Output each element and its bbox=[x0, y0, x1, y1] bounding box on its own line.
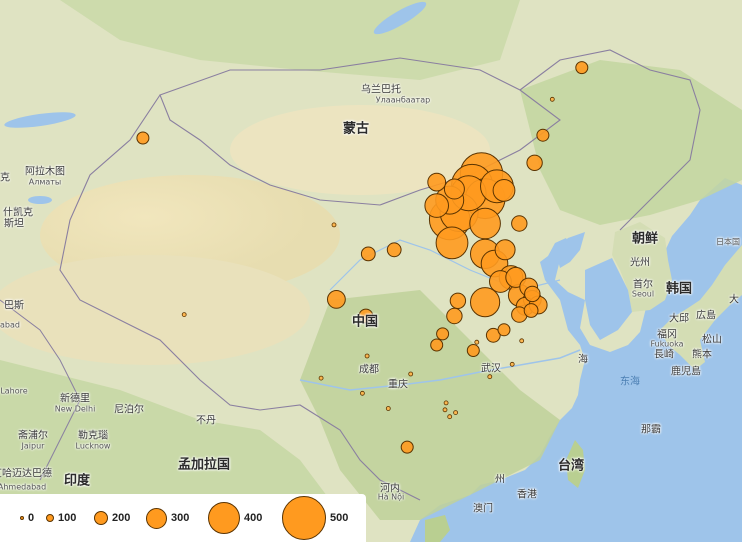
border-china-west bbox=[59, 94, 421, 501]
legend-dot-400 bbox=[208, 502, 240, 534]
legend-label-300: 300 bbox=[171, 512, 190, 524]
land-korea bbox=[612, 222, 672, 312]
legend-dot-200 bbox=[94, 511, 108, 525]
bubble-marker[interactable] bbox=[447, 414, 453, 420]
bubble-marker[interactable] bbox=[485, 327, 501, 343]
bubble-marker[interactable] bbox=[359, 390, 365, 396]
bubble-marker[interactable] bbox=[435, 226, 469, 260]
bubble-marker[interactable] bbox=[318, 375, 324, 381]
bubble-marker[interactable] bbox=[364, 353, 370, 359]
bubble-marker[interactable] bbox=[536, 128, 550, 142]
desert-tibet bbox=[0, 255, 310, 365]
bubble-marker[interactable] bbox=[523, 303, 539, 318]
lake-balkhash bbox=[4, 112, 76, 128]
legend-label-100: 100 bbox=[58, 512, 77, 524]
legend-item-100: 100 bbox=[46, 512, 76, 524]
legend-label-400: 400 bbox=[244, 512, 263, 524]
bubble-marker[interactable] bbox=[469, 207, 501, 240]
land-japan bbox=[660, 245, 742, 370]
bubble-marker[interactable] bbox=[385, 406, 391, 411]
bubble-marker[interactable] bbox=[427, 172, 447, 192]
bubble-marker[interactable] bbox=[408, 371, 414, 377]
bubble-marker[interactable] bbox=[181, 312, 187, 318]
bubble-marker[interactable] bbox=[358, 308, 374, 324]
bubble-marker[interactable] bbox=[526, 154, 543, 172]
bubble-marker[interactable] bbox=[575, 61, 589, 75]
bubble-marker[interactable] bbox=[449, 292, 467, 309]
bubble-marker[interactable] bbox=[492, 179, 516, 202]
bubble-marker[interactable] bbox=[524, 285, 541, 303]
legend-item-0: 0 bbox=[20, 512, 34, 524]
legend-dot-0 bbox=[20, 516, 24, 520]
border-china-northeast bbox=[519, 49, 701, 231]
yellow-sea bbox=[585, 258, 632, 340]
lake-baikal bbox=[373, 1, 427, 35]
bubble-marker[interactable] bbox=[470, 287, 501, 318]
legend-item-500: 500 bbox=[282, 496, 348, 540]
bubble-marker[interactable] bbox=[331, 222, 337, 228]
bubble-marker[interactable] bbox=[327, 290, 346, 309]
desert-gobi bbox=[230, 105, 490, 195]
legend-item-200: 200 bbox=[94, 511, 130, 525]
legend-dot-300 bbox=[146, 507, 167, 529]
size-legend: 0 100 200 300 400 500 bbox=[0, 494, 366, 542]
bubble-marker[interactable] bbox=[443, 400, 449, 406]
bubble-marker[interactable] bbox=[519, 338, 525, 344]
river-yangtze bbox=[299, 349, 581, 391]
bubble-marker[interactable] bbox=[360, 246, 376, 262]
border-india bbox=[0, 299, 81, 481]
green-northeast bbox=[520, 60, 742, 225]
bubble-marker[interactable] bbox=[466, 344, 480, 357]
legend-item-300: 300 bbox=[146, 507, 190, 529]
bubble-marker[interactable] bbox=[494, 239, 516, 261]
bohai-sea bbox=[555, 232, 585, 268]
legend-dot-500 bbox=[282, 496, 326, 540]
bubble-marker[interactable] bbox=[424, 193, 450, 218]
bubble-marker[interactable] bbox=[430, 338, 444, 352]
bubble-marker[interactable] bbox=[442, 407, 448, 413]
bubble-marker[interactable] bbox=[509, 361, 515, 367]
bubble-marker[interactable] bbox=[136, 131, 150, 145]
bubble-marker[interactable] bbox=[497, 323, 511, 337]
legend-item-400: 400 bbox=[208, 502, 262, 534]
lake-issyk bbox=[28, 196, 52, 204]
legend-label-0: 0 bbox=[28, 512, 35, 524]
bubble-layer bbox=[136, 61, 589, 454]
legend-label-200: 200 bbox=[112, 512, 131, 524]
bubble-marker[interactable] bbox=[453, 410, 459, 416]
bubble-marker[interactable] bbox=[549, 96, 555, 102]
bubble-marker[interactable] bbox=[436, 327, 450, 341]
bubble-marker[interactable] bbox=[400, 440, 414, 454]
bubble-marker[interactable] bbox=[446, 307, 463, 325]
bubble-marker[interactable] bbox=[443, 178, 465, 200]
green-south bbox=[300, 290, 560, 520]
bubble-marker[interactable] bbox=[386, 242, 402, 258]
land-taiwan bbox=[566, 440, 585, 488]
legend-dot-100 bbox=[46, 514, 54, 522]
bubble-marker[interactable] bbox=[474, 339, 480, 345]
bubble-marker[interactable] bbox=[511, 215, 528, 232]
land-hainan bbox=[425, 515, 450, 542]
bubble-marker[interactable] bbox=[487, 374, 493, 380]
legend-label-500: 500 bbox=[330, 512, 349, 524]
